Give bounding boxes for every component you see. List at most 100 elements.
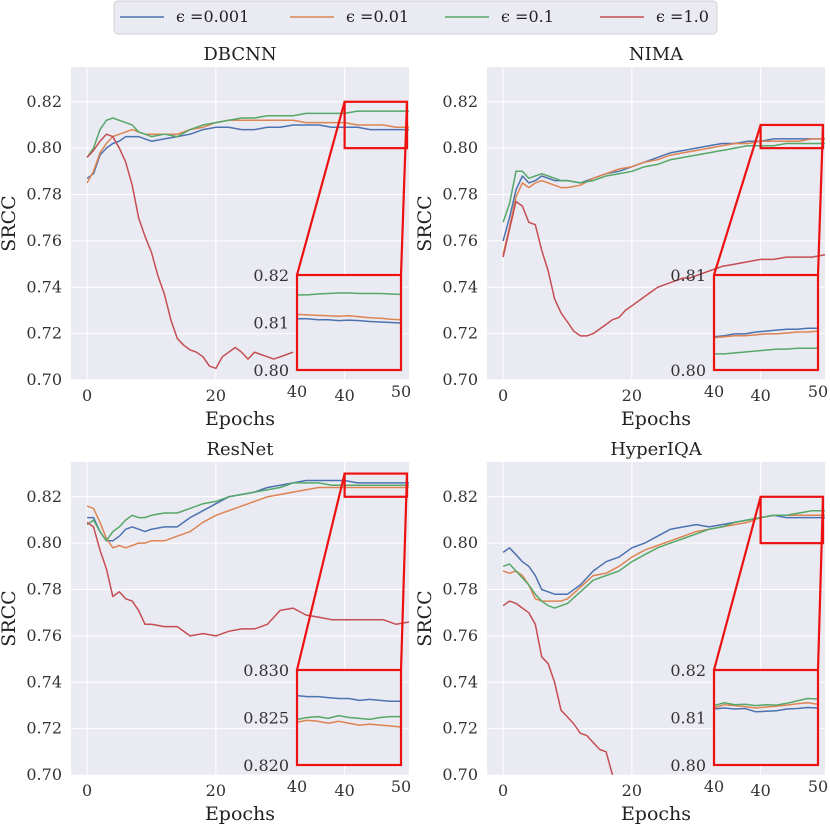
series-line	[86, 133, 294, 370]
legend-item: ϵ =0.1	[445, 7, 554, 26]
y-tick-label: 0.74	[26, 672, 62, 691]
chart-title: ResNet	[206, 439, 274, 460]
y-tick-label: 0.76	[26, 626, 62, 645]
inset-series-line	[713, 702, 819, 709]
inset-axes: 0.80 0.81 40 50	[670, 266, 828, 401]
zoom-connector	[295, 473, 346, 671]
chart-title: HyperIQA	[610, 439, 703, 460]
x-axis-label: Epochs	[621, 408, 691, 430]
inset-series-line	[713, 327, 818, 338]
y-tick-label: 0.70	[26, 765, 62, 784]
y-axis-label: SRCC	[0, 590, 20, 646]
chart-title: NIMA	[629, 44, 684, 65]
legend: ϵ =0.001 ϵ =0.01 ϵ =0.1 ϵ =1.0	[113, 0, 718, 35]
legend-label: ϵ =0.001	[176, 7, 249, 26]
y-tick-label: 0.72	[442, 719, 478, 738]
zoom-connector	[816, 124, 825, 276]
inset-border	[712, 668, 820, 767]
y-tick-label: 0.78	[442, 185, 478, 204]
chart-panel-hyperiqa: 0.70 0.72 0.74 0.76 0.78 0.80 0.82 0 20 40 HyperIQ…	[414, 439, 828, 825]
inset-y-tick-label: 0.820	[243, 756, 289, 775]
x-tick-label: 20	[622, 386, 642, 405]
inset-x-tick-label: 50	[391, 382, 411, 401]
x-tick-label: 20	[206, 386, 226, 405]
zoom-connector	[399, 101, 409, 276]
x-tick-label: 0	[82, 781, 92, 800]
inset-y-tick-label: 0.80	[670, 361, 706, 380]
inset-plot-area	[714, 670, 818, 765]
legend-label: ϵ =0.01	[346, 7, 409, 26]
series-line	[86, 521, 409, 637]
chart-panel-nima: 0.70 0.72 0.74 0.76 0.78 0.80 0.82 0 20 40 NIMA Epo…	[414, 44, 828, 430]
y-tick-label: 0.80	[26, 533, 62, 552]
inset-plot-area	[714, 275, 818, 370]
x-tick-label: 0	[82, 386, 92, 405]
y-tick-label: 0.76	[442, 626, 478, 645]
inset-series-line	[713, 706, 819, 713]
legend-item: ϵ =1.0	[600, 7, 709, 26]
x-tick-label: 20	[622, 781, 642, 800]
x-tick-label: 40	[334, 386, 354, 405]
inset-axes: 0.820 0.825 0.830 40 50	[243, 661, 411, 796]
x-axis-label: Epochs	[621, 803, 691, 825]
chart-panel-dbcnn: 0.70 0.72 0.74 0.76 0.78 0.80 0.82 0 20 40 DBCNN Ep…	[0, 44, 411, 430]
inset-y-tick-label: 0.81	[670, 709, 706, 728]
y-tick-label: 0.82	[26, 487, 62, 506]
zoom-connector	[816, 496, 825, 671]
y-tick-label: 0.80	[442, 533, 478, 552]
y-tick-label: 0.82	[442, 92, 478, 111]
inset-x-tick-label: 40	[287, 777, 307, 796]
inset-y-tick-label: 0.825	[243, 709, 289, 728]
chart-panel-resnet: 0.700.720.740.760.780.800.820 20 40ResNetE…	[0, 439, 411, 825]
zoom-connector	[712, 124, 762, 276]
inset-border	[712, 273, 820, 372]
y-tick-label: 0.82	[442, 487, 478, 506]
inset-x-tick-label: 50	[808, 777, 828, 796]
inset-x-tick-label: 40	[704, 777, 724, 796]
legend-item: ϵ =0.01	[290, 7, 409, 26]
inset-series-line	[296, 714, 401, 721]
inset-axes: 0.80 0.81 0.82 40 50	[253, 266, 411, 401]
y-tick-label: 0.72	[442, 324, 478, 343]
y-tick-label: 0.74	[26, 277, 62, 296]
y-tick-label: 0.78	[26, 185, 62, 204]
x-tick-label: 20	[206, 781, 226, 800]
legend-label: ϵ =0.1	[501, 7, 554, 26]
x-tick-label: 0	[498, 386, 508, 405]
y-tick-label: 0.72	[26, 719, 62, 738]
x-tick-label: 40	[750, 781, 770, 800]
inset-y-tick-label: 0.830	[243, 661, 289, 680]
y-tick-label: 0.72	[26, 324, 62, 343]
y-tick-label: 0.80	[26, 138, 62, 157]
inset-axes: 0.80 0.81 0.82 40 50	[670, 661, 828, 796]
inset-x-tick-label: 50	[391, 777, 411, 796]
y-tick-label: 0.74	[442, 672, 478, 691]
x-axis-label: Epochs	[205, 803, 275, 825]
y-tick-label: 0.78	[442, 580, 478, 599]
inset-series-line	[296, 694, 401, 703]
inset-x-tick-label: 50	[808, 382, 828, 401]
y-tick-label: 0.74	[442, 277, 478, 296]
y-tick-label: 0.82	[26, 92, 62, 111]
y-tick-label: 0.70	[442, 765, 478, 784]
inset-series-line	[296, 719, 402, 728]
series-line	[502, 200, 825, 337]
zoom-connector	[712, 496, 762, 671]
y-tick-label: 0.78	[26, 580, 62, 599]
inset-y-tick-label: 0.80	[670, 756, 706, 775]
series-line	[502, 600, 614, 775]
inset-border	[295, 668, 403, 767]
inset-y-tick-label: 0.81	[253, 314, 289, 333]
inset-series-line	[713, 330, 819, 339]
legend-label: ϵ =1.0	[656, 7, 709, 26]
y-axis-label: SRCC	[0, 195, 20, 251]
inset-border	[295, 273, 403, 372]
inset-series-line	[713, 697, 819, 707]
inset-series-line	[297, 317, 402, 324]
x-axis-label: Epochs	[205, 408, 275, 430]
inset-x-tick-label: 40	[704, 382, 724, 401]
y-tick-label: 0.76	[26, 231, 62, 250]
inset-series-line	[297, 292, 402, 296]
x-tick-label: 0	[498, 781, 508, 800]
